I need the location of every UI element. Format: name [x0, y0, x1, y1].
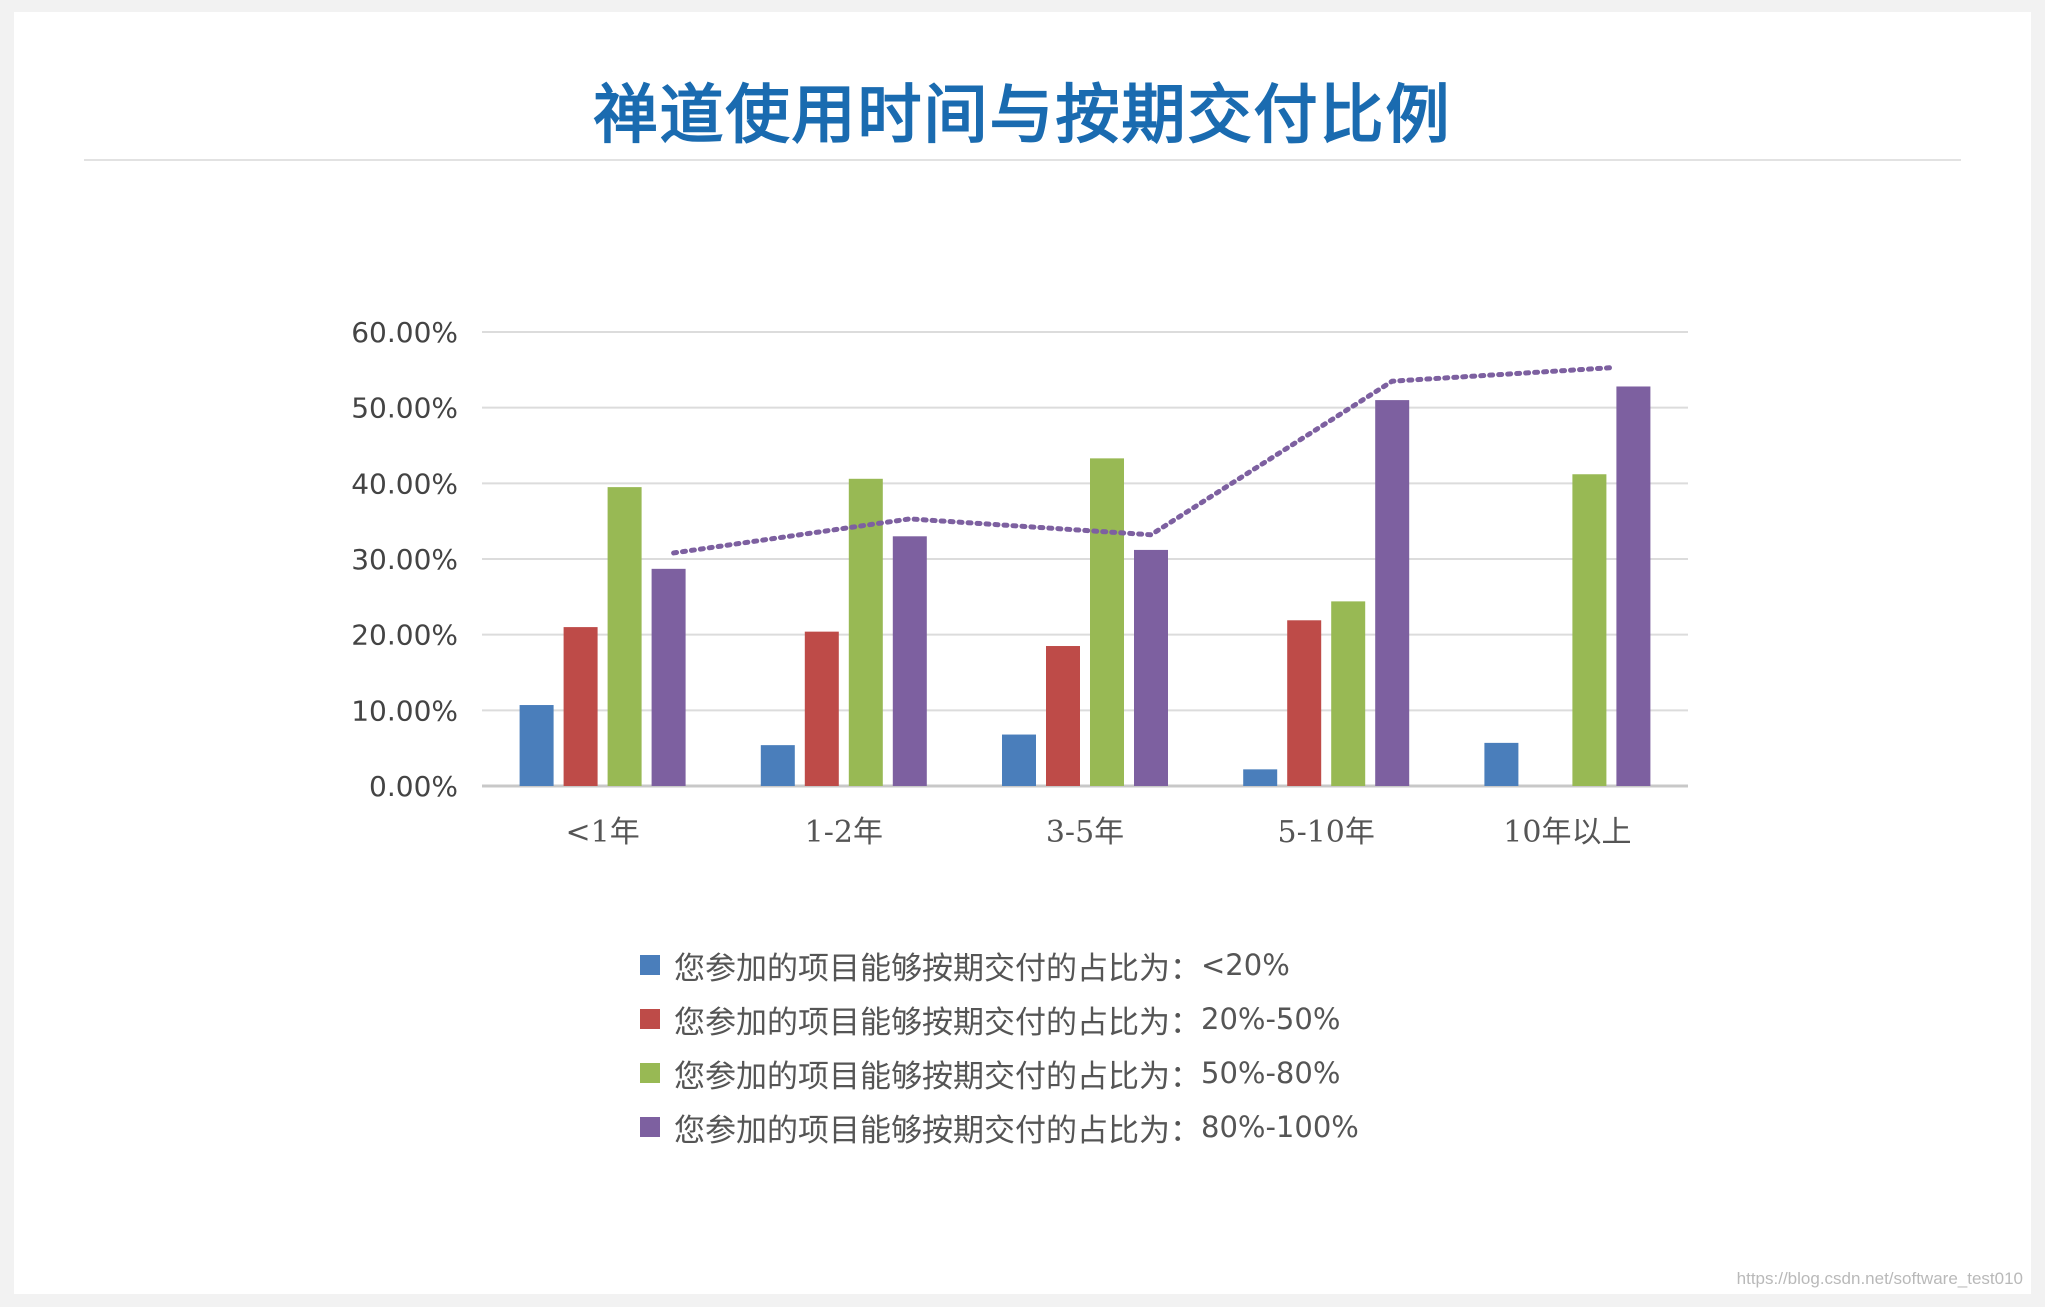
bar — [651, 568, 686, 786]
legend-prefix-20-50: 您参加的项目能够按期交付的占比为： — [674, 1004, 1201, 1041]
legend-item-lt20: 您参加的项目能够按期交付的占比为： <20% — [640, 938, 1359, 992]
legend-range-50-80: 50%-80% — [1201, 1056, 1341, 1090]
legend-range-20-50: 20%-50% — [1201, 1002, 1341, 1036]
bar — [804, 631, 839, 786]
bar — [607, 487, 642, 786]
bar — [563, 627, 598, 786]
legend-swatch-80-100 — [640, 1117, 660, 1137]
page-title: 禅道使用时间与按期交付比例 — [593, 79, 1452, 153]
bar — [1090, 458, 1124, 786]
bar — [1331, 601, 1366, 786]
chart-card: 禅道使用时间与按期交付比例 — [14, 12, 2031, 1294]
y-tick-label: 60.00% — [351, 316, 458, 349]
title-divider — [84, 159, 1961, 161]
y-tick-label: 10.00% — [351, 694, 458, 727]
y-tick-label: 0.00% — [369, 770, 458, 803]
legend-swatch-50-80 — [640, 1063, 660, 1083]
trendline — [671, 365, 1616, 556]
x-tick-label: 10年以上 — [1503, 815, 1631, 850]
legend-swatch-20-50 — [640, 1009, 660, 1029]
legend-item-80-100: 您参加的项目能够按期交付的占比为： 80%-100% — [640, 1100, 1359, 1154]
bar — [892, 536, 927, 786]
x-tick-label: 1-2年 — [805, 815, 883, 850]
legend-range-lt20: <20% — [1201, 948, 1290, 982]
legend-prefix-lt20: 您参加的项目能够按期交付的占比为： — [674, 950, 1201, 987]
x-tick-label: 5-10年 — [1277, 815, 1374, 850]
x-tick-label: 3-5年 — [1046, 815, 1124, 850]
legend-range-80-100: 80%-100% — [1201, 1110, 1359, 1144]
x-tick-label: <1年 — [565, 815, 639, 850]
bar — [519, 705, 554, 786]
bar — [1375, 400, 1410, 786]
legend-item-50-80: 您参加的项目能够按期交付的占比为： 50%-80% — [640, 1046, 1359, 1100]
bar — [1287, 620, 1322, 786]
y-tick-label: 30.00% — [351, 543, 458, 576]
bar — [1046, 646, 1080, 786]
bar — [1243, 769, 1278, 786]
y-tick-label: 50.00% — [351, 392, 458, 425]
bar — [1002, 734, 1036, 786]
bar — [1484, 742, 1519, 786]
y-tick-label: 20.00% — [351, 619, 458, 652]
bar — [1616, 386, 1651, 786]
legend-prefix-50-80: 您参加的项目能够按期交付的占比为： — [674, 1058, 1201, 1095]
bar — [1134, 549, 1168, 786]
legend-item-20-50: 您参加的项目能够按期交付的占比为： 20%-50% — [640, 992, 1359, 1046]
bar — [848, 478, 883, 786]
y-tick-label: 40.00% — [351, 467, 458, 500]
watermark: https://blog.csdn.net/software_test010 — [1736, 1269, 2023, 1288]
legend-prefix-80-100: 您参加的项目能够按期交付的占比为： — [674, 1112, 1201, 1149]
chart-legend: 您参加的项目能够按期交付的占比为： <20% 您参加的项目能够按期交付的占比为： 2… — [640, 938, 1359, 1154]
bar — [760, 745, 795, 786]
legend-swatch-lt20 — [640, 955, 660, 975]
bar — [1572, 474, 1607, 786]
